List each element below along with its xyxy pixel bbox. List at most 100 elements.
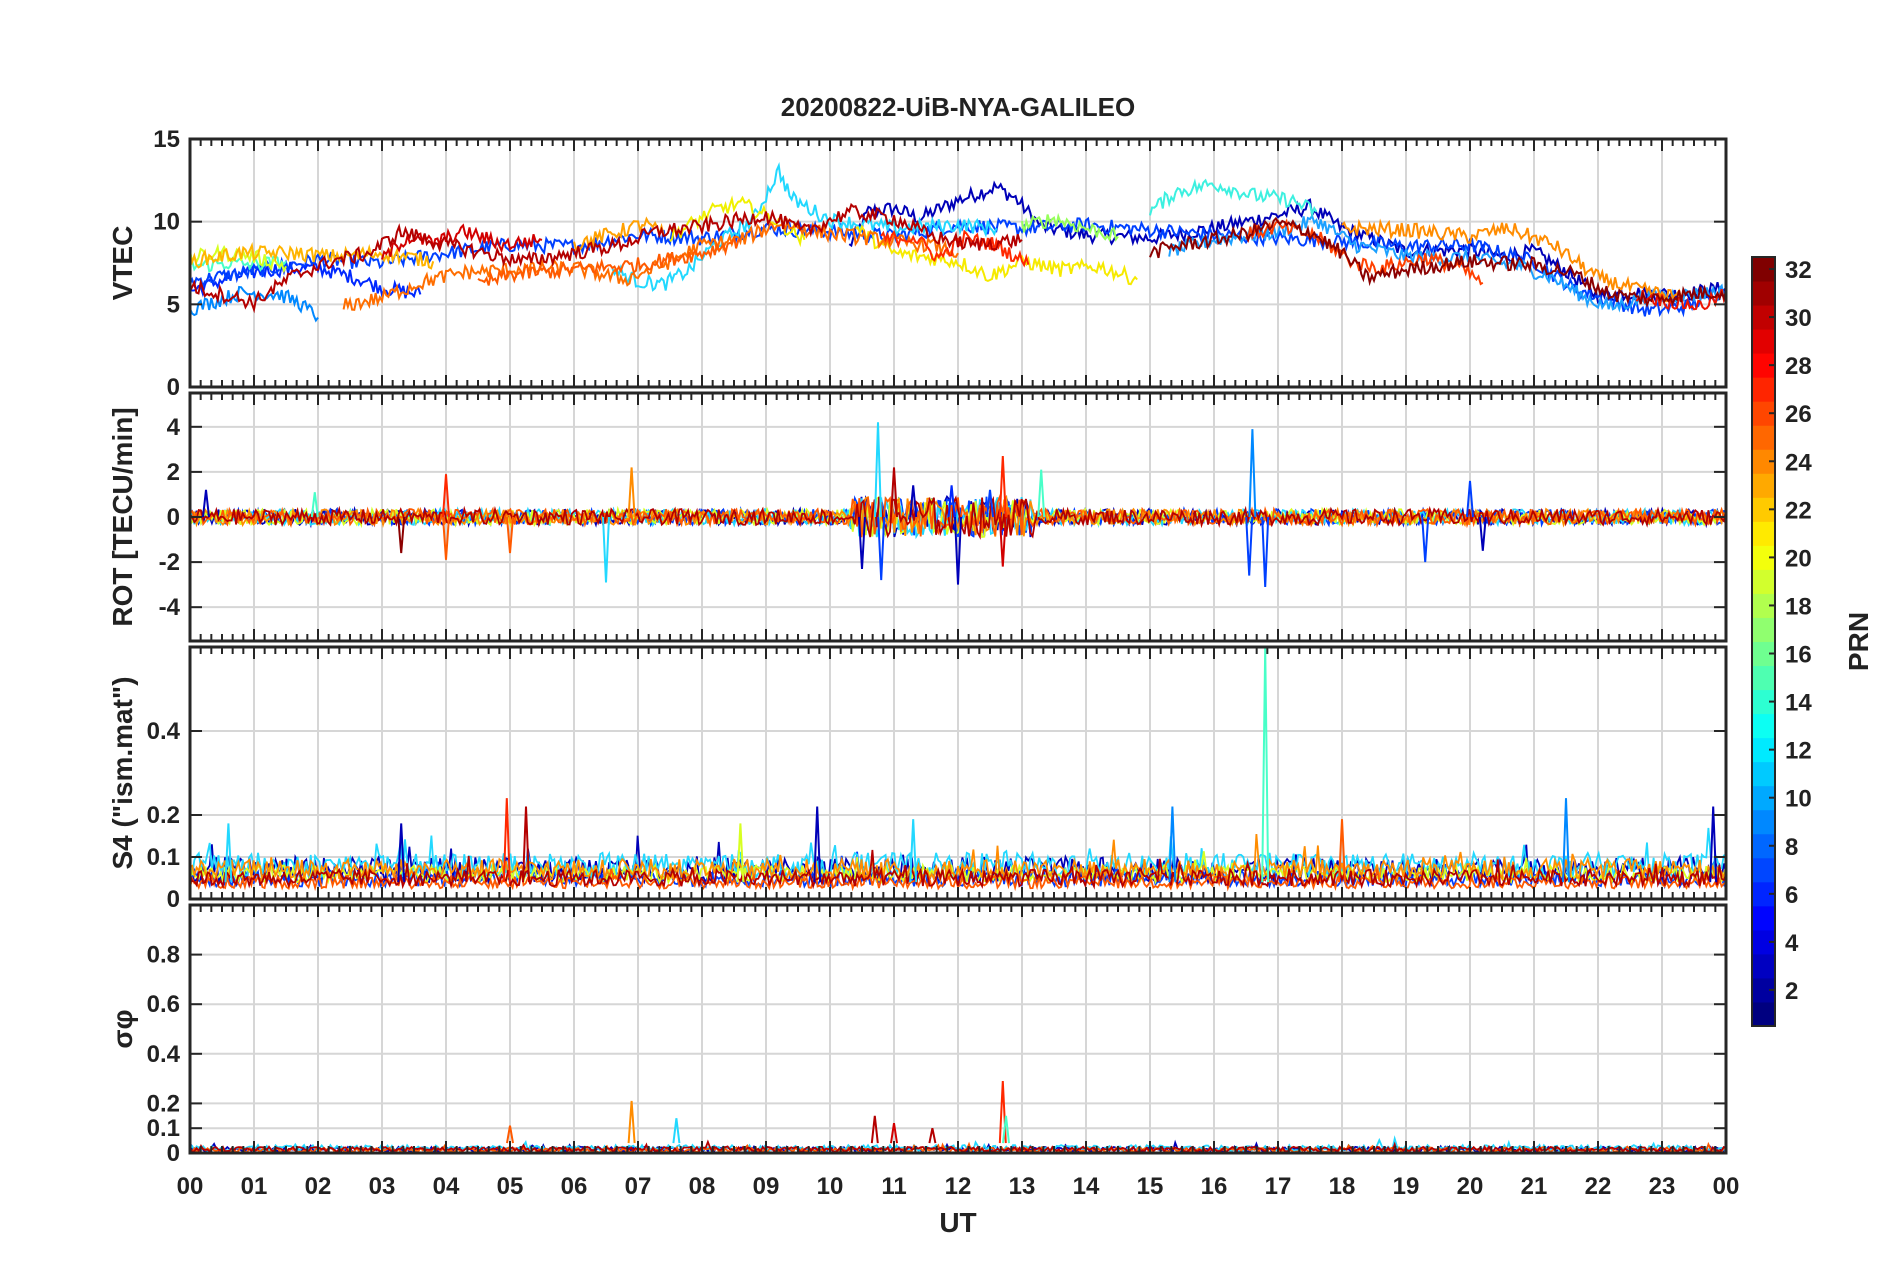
y-tick-label: 0 bbox=[167, 1140, 180, 1167]
x-tick-label: 03 bbox=[369, 1173, 396, 1200]
sigma-spike bbox=[928, 1128, 937, 1144]
s4-spike bbox=[1338, 819, 1346, 883]
rot-spike bbox=[874, 422, 882, 518]
colorbar-band bbox=[1752, 281, 1775, 306]
x-tick-label: 19 bbox=[1393, 1173, 1420, 1200]
rot-spike bbox=[1478, 516, 1487, 551]
rot-spike bbox=[1037, 469, 1046, 518]
colorbar-band bbox=[1752, 569, 1775, 594]
s4-spike bbox=[736, 823, 745, 883]
colorbar-band bbox=[1752, 905, 1775, 931]
colorbar-band bbox=[1752, 977, 1775, 1003]
vtec-series-prn-24 bbox=[1341, 218, 1683, 303]
colorbar-band bbox=[1752, 785, 1775, 811]
colorbar-band bbox=[1752, 377, 1775, 402]
y-tick-label: -2 bbox=[159, 549, 180, 576]
s4-spike bbox=[502, 798, 511, 883]
rot-spike bbox=[998, 456, 1007, 518]
x-tick-label: 09 bbox=[753, 1173, 780, 1200]
y-tick-label: 10 bbox=[153, 209, 180, 236]
rot-spike bbox=[858, 516, 866, 569]
y-tick-label: 0.1 bbox=[147, 1115, 180, 1142]
colorbar-band bbox=[1752, 689, 1775, 715]
colorbar-tick-label: 18 bbox=[1785, 593, 1812, 620]
colorbar-band bbox=[1752, 617, 1775, 642]
x-tick-label: 01 bbox=[241, 1173, 268, 1200]
x-tick-label: 02 bbox=[305, 1173, 332, 1200]
y-axis-label: VTEC bbox=[107, 226, 138, 301]
vtec-series-prn-31 bbox=[190, 202, 1023, 314]
rot-spike bbox=[627, 467, 636, 518]
x-tick-label: 16 bbox=[1201, 1173, 1228, 1200]
x-tick-label: 21 bbox=[1521, 1173, 1548, 1200]
rot-spike bbox=[947, 485, 956, 518]
vtec-series-prn-30 bbox=[381, 223, 543, 260]
vtec-series-prn-5 bbox=[190, 260, 422, 299]
rot-spike bbox=[1245, 516, 1254, 576]
vtec-series-prn-26 bbox=[477, 236, 741, 286]
s4-series-prn-31 bbox=[190, 849, 1726, 890]
colorbar-tick-label: 12 bbox=[1785, 738, 1812, 765]
rot-spike bbox=[506, 516, 514, 554]
colorbar-tick-label: 20 bbox=[1785, 545, 1812, 572]
rot-spike bbox=[1248, 429, 1257, 518]
s4-spike bbox=[522, 806, 530, 883]
colorbar-tick-label: 2 bbox=[1785, 978, 1798, 1005]
rot-spike bbox=[310, 492, 319, 518]
x-tick-label: 07 bbox=[625, 1173, 652, 1200]
y-tick-label: 2 bbox=[167, 459, 180, 486]
rot-spike bbox=[890, 467, 898, 518]
colorbar-label: PRN bbox=[1843, 612, 1874, 671]
s4-spike bbox=[813, 806, 822, 883]
sigma-spike bbox=[627, 1100, 636, 1144]
rot-spike bbox=[397, 516, 406, 554]
colorbar-band bbox=[1752, 257, 1775, 282]
x-tick-label: 23 bbox=[1649, 1173, 1676, 1200]
colorbar-band bbox=[1752, 329, 1775, 354]
colorbar-band bbox=[1752, 545, 1775, 570]
colorbar-band bbox=[1752, 449, 1775, 474]
y-tick-label: 0 bbox=[167, 374, 180, 401]
colorbar-tick-label: 26 bbox=[1785, 401, 1812, 428]
colorbar-band bbox=[1752, 737, 1775, 763]
sigma-spike bbox=[1002, 1115, 1010, 1144]
colorbar-band bbox=[1752, 713, 1775, 739]
colorbar-tick-label: 6 bbox=[1785, 882, 1798, 909]
rot-spike bbox=[954, 516, 962, 585]
vtec-series-prn-20 bbox=[855, 224, 1138, 286]
s4-series-prn-24 bbox=[190, 834, 1726, 884]
x-tick-label: 15 bbox=[1137, 1173, 1164, 1200]
vtec-series-prn-12 bbox=[611, 162, 998, 292]
data-layer-vtec bbox=[190, 162, 1726, 323]
colorbar-band bbox=[1752, 521, 1775, 546]
data-layer-rot bbox=[190, 422, 1726, 587]
y-tick-label: 4 bbox=[167, 414, 181, 441]
rot-spike bbox=[1421, 516, 1430, 563]
y-axis-label: σφ bbox=[107, 1009, 138, 1048]
x-tick-label: 05 bbox=[497, 1173, 524, 1200]
x-tick-label: 18 bbox=[1329, 1173, 1356, 1200]
y-tick-label: 0.2 bbox=[147, 1090, 180, 1117]
y-tick-label: 0 bbox=[167, 504, 180, 531]
rot-spike bbox=[1261, 516, 1270, 587]
colorbar-tick-label: 28 bbox=[1785, 353, 1812, 380]
colorbar-frame bbox=[1751, 256, 1776, 1027]
sigma-spike bbox=[672, 1118, 681, 1144]
colorbar-band bbox=[1752, 665, 1775, 691]
colorbar-band bbox=[1752, 833, 1775, 859]
rot-spike bbox=[442, 516, 450, 560]
colorbar-tick-label: 30 bbox=[1785, 305, 1812, 332]
colorbar-band bbox=[1752, 857, 1775, 883]
rot-spike bbox=[909, 485, 918, 518]
colorbar-band bbox=[1752, 641, 1775, 667]
x-tick-label: 00 bbox=[177, 1173, 204, 1200]
colorbar-tick-label: 8 bbox=[1785, 834, 1798, 861]
y-axis-label: ROT [TECU/min] bbox=[107, 407, 138, 626]
y-tick-label: 15 bbox=[153, 126, 180, 153]
y-tick-label: 5 bbox=[167, 291, 180, 318]
s4-spike bbox=[224, 823, 233, 883]
x-tick-label: 22 bbox=[1585, 1173, 1612, 1200]
s4-spike bbox=[1261, 647, 1270, 883]
